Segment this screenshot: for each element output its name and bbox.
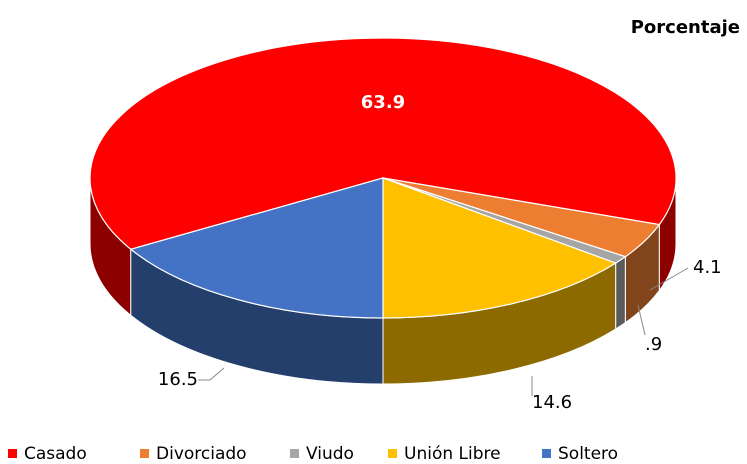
data-label: 14.6 bbox=[532, 392, 572, 413]
data-label: 63.9 bbox=[361, 92, 405, 113]
pie-side bbox=[615, 255, 626, 331]
chart-title: Porcentaje bbox=[631, 17, 740, 38]
legend-swatch bbox=[542, 449, 551, 458]
legend-label: Soltero bbox=[558, 444, 618, 464]
legend-swatch bbox=[388, 449, 397, 458]
pie-slice bbox=[382, 177, 617, 319]
legend-swatch bbox=[140, 449, 149, 458]
data-label: 16.5 bbox=[158, 369, 198, 390]
leader-line bbox=[637, 304, 646, 336]
legend-label: Casado bbox=[24, 444, 87, 464]
legend-swatch bbox=[290, 449, 299, 458]
leader-line bbox=[649, 267, 689, 291]
pie-slice bbox=[89, 37, 677, 250]
pie-slice bbox=[129, 177, 384, 319]
legend-label: Divorciado bbox=[156, 444, 247, 464]
data-label: 4.1 bbox=[693, 257, 722, 278]
legend-label: Viudo bbox=[306, 444, 354, 464]
data-label: .9 bbox=[645, 334, 662, 355]
legend-swatch bbox=[8, 449, 17, 458]
leader-line bbox=[198, 367, 225, 381]
legend-label: Unión Libre bbox=[404, 444, 501, 464]
